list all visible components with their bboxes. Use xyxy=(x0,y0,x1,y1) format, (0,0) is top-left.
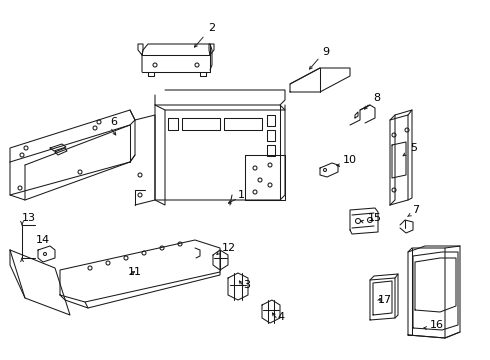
Text: 4: 4 xyxy=(277,312,284,322)
Text: 3: 3 xyxy=(243,280,250,290)
Text: 10: 10 xyxy=(343,155,357,165)
Text: 15: 15 xyxy=(368,213,382,223)
Text: 14: 14 xyxy=(36,235,50,245)
Text: 11: 11 xyxy=(128,267,142,277)
Text: 13: 13 xyxy=(22,213,36,223)
Text: 12: 12 xyxy=(222,243,236,253)
Text: 17: 17 xyxy=(378,295,392,305)
Text: 5: 5 xyxy=(410,143,417,153)
Text: 6: 6 xyxy=(110,117,117,127)
Text: 1: 1 xyxy=(238,190,245,200)
Text: 2: 2 xyxy=(208,23,215,33)
Text: 9: 9 xyxy=(322,47,329,57)
Text: 16: 16 xyxy=(430,320,444,330)
Text: 8: 8 xyxy=(373,93,380,103)
Text: 7: 7 xyxy=(412,205,419,215)
